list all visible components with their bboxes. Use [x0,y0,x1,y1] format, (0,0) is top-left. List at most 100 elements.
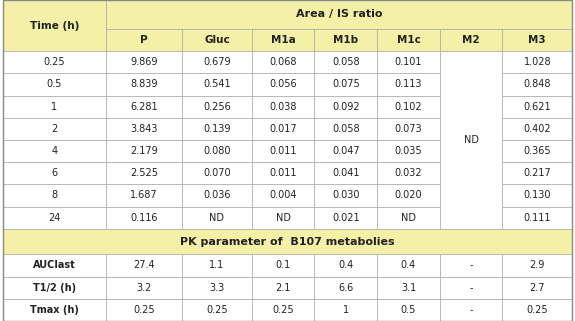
Bar [106,299,182,321]
Bar [252,184,315,207]
Text: 0.5: 0.5 [47,79,62,90]
Bar [106,118,182,140]
Bar [3,73,106,96]
Bar [106,96,182,118]
Text: M2: M2 [462,35,480,45]
Bar [252,29,315,51]
Text: 0.021: 0.021 [332,213,359,223]
Bar [182,299,252,321]
Bar [315,51,377,73]
Text: 0.256: 0.256 [203,102,231,112]
Text: 0.073: 0.073 [394,124,422,134]
Bar [315,118,377,140]
Bar [182,162,252,184]
Bar [106,254,182,277]
Text: 0.036: 0.036 [203,190,231,201]
Bar [182,96,252,118]
Text: 0.058: 0.058 [332,57,359,67]
Bar [503,29,572,51]
Text: 1.687: 1.687 [130,190,158,201]
Bar [315,299,377,321]
Text: Gluc: Gluc [204,35,230,45]
Bar [503,51,572,73]
Text: 0.217: 0.217 [523,168,551,178]
Text: ND: ND [209,213,224,223]
Text: 1.028: 1.028 [523,57,551,67]
Text: 0.041: 0.041 [332,168,359,178]
Text: 0.25: 0.25 [273,305,294,315]
Bar [377,118,440,140]
Text: 0.621: 0.621 [523,102,551,112]
Text: 3.1: 3.1 [401,283,416,293]
Bar [503,184,572,207]
Bar [182,277,252,299]
Text: 0.070: 0.070 [203,168,231,178]
Bar [315,96,377,118]
Bar [182,51,252,73]
Bar [3,162,106,184]
Text: 0.679: 0.679 [203,57,231,67]
Bar [3,184,106,207]
Text: 0.402: 0.402 [523,124,551,134]
Bar [377,140,440,162]
Text: 0.139: 0.139 [203,124,231,134]
Bar [106,51,182,73]
Text: 6.6: 6.6 [338,283,354,293]
Bar [503,118,572,140]
Text: 0.4: 0.4 [338,260,354,271]
Bar [377,299,440,321]
Text: 2.9: 2.9 [530,260,545,271]
Bar [315,184,377,207]
Text: 0.038: 0.038 [270,102,297,112]
Text: 8.839: 8.839 [130,79,158,90]
Bar [3,207,106,229]
Text: M1c: M1c [397,35,420,45]
Text: -: - [469,283,473,293]
Text: 6: 6 [51,168,58,178]
Bar [503,73,572,96]
Bar [315,140,377,162]
Bar [377,29,440,51]
Bar [3,277,106,299]
Bar [440,51,503,229]
Bar [503,140,572,162]
Bar [440,254,503,277]
Text: 0.032: 0.032 [394,168,422,178]
Text: 0.035: 0.035 [394,146,422,156]
Bar [182,29,252,51]
Bar [182,140,252,162]
Text: 0.1: 0.1 [275,260,291,271]
Text: M1a: M1a [271,35,296,45]
Text: 9.869: 9.869 [130,57,158,67]
Bar [3,96,106,118]
Bar [252,277,315,299]
Text: 0.25: 0.25 [44,57,65,67]
Bar [252,96,315,118]
Text: 0.101: 0.101 [394,57,422,67]
Bar [3,254,106,277]
Text: ND: ND [275,213,290,223]
Text: 2.7: 2.7 [530,283,545,293]
Bar [440,277,503,299]
Text: 0.047: 0.047 [332,146,359,156]
Text: 2.525: 2.525 [130,168,158,178]
Bar [377,73,440,96]
Bar [252,73,315,96]
Bar [252,140,315,162]
Text: 0.25: 0.25 [133,305,155,315]
Bar [377,162,440,184]
Bar [377,96,440,118]
Bar [252,207,315,229]
Text: 0.25: 0.25 [206,305,228,315]
Bar [252,118,315,140]
Bar [3,0,106,51]
Text: 0.080: 0.080 [203,146,231,156]
Bar [315,162,377,184]
Bar [106,184,182,207]
Text: 0.004: 0.004 [270,190,297,201]
Bar [182,73,252,96]
Text: 2.179: 2.179 [130,146,158,156]
Text: PK parameter of  B107 metabolies: PK parameter of B107 metabolies [180,237,395,247]
Text: 0.848: 0.848 [524,79,551,90]
Bar [377,207,440,229]
